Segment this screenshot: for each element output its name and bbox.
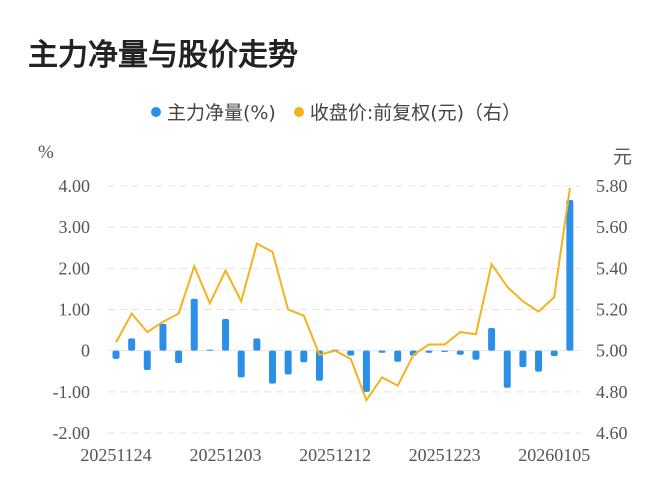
x-axis-tick: 20260105 (518, 445, 590, 465)
left-axis-tick: 0 (81, 341, 90, 361)
bar (190, 298, 198, 351)
bar (472, 350, 480, 360)
bar (425, 350, 433, 353)
bar (159, 323, 167, 351)
x-axis-tick: 20251223 (409, 445, 481, 465)
bar (128, 338, 136, 351)
bar (362, 350, 370, 392)
price-line (115, 187, 571, 403)
legend-dot-icon (150, 106, 161, 117)
right-axis-tick: 5.20 (596, 300, 628, 320)
right-axis-tick: 5.60 (596, 217, 628, 237)
left-axis-tick: -2.00 (53, 423, 91, 443)
chart-legend: 主力净量(%) 收盘价:前复权(元)（右） (0, 98, 672, 125)
legend-dot-icon (293, 106, 304, 117)
bar (519, 350, 527, 368)
legend-item-close-price[interactable]: 收盘价:前复权(元)（右） (293, 98, 522, 125)
right-axis-tick: 4.60 (596, 423, 628, 443)
bar (503, 350, 511, 388)
bar (315, 350, 323, 381)
bar (347, 350, 355, 356)
left-axis-tick: 1.00 (59, 300, 91, 320)
bar (394, 350, 402, 362)
bar (269, 350, 276, 384)
bar (441, 350, 449, 352)
bar (237, 350, 245, 378)
x-axis-tick: 20251124 (80, 445, 151, 465)
right-axis-unit: 元 (613, 146, 633, 168)
right-axis-tick: 5.00 (596, 341, 628, 361)
bar (253, 338, 261, 351)
legend-item-net-volume[interactable]: 主力净量(%) (150, 98, 276, 125)
bar (112, 350, 120, 359)
bar (206, 349, 214, 351)
bar (300, 350, 308, 363)
chart-title: 主力净量与股价走势 (28, 38, 298, 73)
bar (566, 199, 574, 351)
bar (143, 350, 151, 371)
x-axis-tick: 20251203 (190, 445, 262, 465)
bar (175, 350, 183, 364)
bar (550, 350, 558, 357)
legend-label: 收盘价:前复权(元)（右） (309, 102, 522, 124)
bar (284, 350, 292, 375)
left-axis-tick: 3.00 (59, 217, 91, 237)
right-axis-tick: 4.80 (596, 382, 628, 402)
bar (378, 350, 386, 353)
right-axis-tick: 5.40 (596, 258, 628, 278)
left-axis-tick: 2.00 (59, 258, 91, 278)
left-axis-tick: -1.00 (53, 382, 91, 402)
bar (222, 318, 230, 351)
bar (456, 350, 464, 355)
right-axis-tick: 5.80 (596, 176, 628, 196)
legend-label: 主力净量(%) (166, 102, 276, 124)
left-axis-unit: % (38, 142, 54, 163)
bar (535, 350, 543, 372)
bar (488, 328, 496, 351)
x-axis-tick: 20251212 (299, 445, 371, 465)
left-axis-tick: 4.00 (59, 176, 91, 196)
